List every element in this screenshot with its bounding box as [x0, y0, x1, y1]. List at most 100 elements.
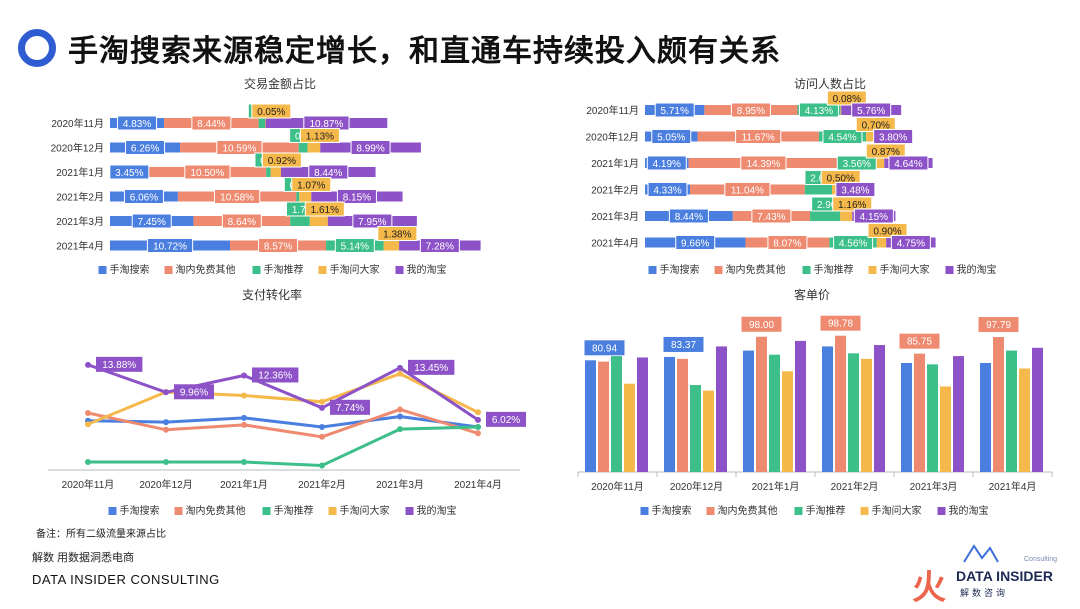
data-label-box: [184, 164, 231, 180]
chart-title: 客单价: [794, 287, 830, 302]
data-label: 80.94: [592, 343, 617, 354]
data-point: [163, 426, 169, 433]
legend-label: 手淘搜索: [120, 504, 160, 517]
data-point: [163, 459, 169, 465]
x-tick-label: 2021年2月: [831, 480, 879, 493]
data-label: 0.90%: [873, 227, 901, 238]
data-label-box: [408, 359, 455, 375]
data-label-box: [798, 102, 839, 118]
category-label: 2020年11月: [586, 104, 639, 117]
data-label: 9.66%: [681, 239, 709, 250]
data-point: [397, 413, 403, 420]
legend-label: 手淘问大家: [340, 504, 390, 517]
legend-swatch: [648, 266, 657, 274]
bar: [611, 356, 622, 472]
bar: [1006, 350, 1017, 472]
ring-icon: [18, 29, 56, 67]
data-label-box: [820, 315, 861, 331]
bar: [940, 386, 951, 472]
legend-swatch: [937, 507, 946, 515]
data-label-box: [330, 399, 370, 415]
series-line: [87, 414, 479, 429]
legend-label: 我的淘宝: [957, 263, 997, 276]
data-label-box: [291, 177, 332, 192]
bar: [782, 371, 793, 472]
data-label-box: [668, 208, 709, 224]
legend-swatch: [174, 507, 183, 515]
header: 手淘搜索来源稳定增长，和直通车持续投入颇有关系: [18, 26, 781, 70]
data-label-box: [261, 152, 302, 168]
legend-label: 淘内免费其他: [726, 263, 786, 276]
legend-swatch: [868, 266, 877, 274]
legend-label: 手淘搜索: [660, 263, 700, 276]
chart-conversion-rate: 支付转化率 2020年11月 2020年12月 2021年1月 2021年2月 2021年…: [48, 287, 526, 517]
data-label-box: [767, 235, 808, 250]
data-label: 98.78: [828, 319, 853, 330]
data-label-box: [651, 129, 692, 144]
category-label: 2021年1月: [56, 166, 104, 179]
data-label: 4.75%: [897, 239, 925, 250]
data-point: [319, 424, 325, 430]
data-label-box: [216, 140, 263, 155]
data-point: [475, 424, 481, 430]
bar: [756, 336, 767, 472]
x-tick-label: 2020年11月: [62, 478, 115, 491]
data-point: [319, 433, 325, 440]
data-label-box: [735, 129, 782, 144]
x-tick-label: 2021年1月: [220, 478, 268, 491]
legend-label: 手淘搜索: [652, 504, 692, 517]
data-label: 5.71%: [661, 106, 689, 117]
bar-segment: [299, 191, 312, 202]
legend-label: 手淘推荐: [806, 504, 846, 517]
data-point: [241, 421, 247, 428]
legend-swatch: [164, 266, 173, 274]
bar: [927, 364, 938, 472]
data-label: 8.44%: [314, 168, 342, 179]
legend-label: 淘内免费其他: [176, 263, 236, 276]
data-label-box: [377, 226, 418, 241]
legend-swatch: [262, 507, 271, 515]
data-label: 13.45%: [414, 363, 448, 374]
legend-swatch: [945, 266, 954, 274]
data-point: [397, 426, 403, 433]
footnote: 备注：所有二级流量来源占比: [36, 529, 166, 540]
data-point: [163, 389, 169, 396]
legend-label: 手淘问大家: [330, 263, 380, 276]
legend-swatch: [98, 266, 107, 274]
data-label: 6.02%: [492, 415, 520, 426]
data-label: 10.59%: [222, 144, 256, 155]
bar: [953, 356, 964, 472]
data-label-box: [486, 411, 526, 427]
data-label-box: [832, 196, 873, 212]
data-label-box: [221, 213, 262, 229]
data-label: 4.56%: [839, 239, 867, 250]
bar-segment: [840, 211, 853, 221]
x-tick-label: 2021年4月: [454, 478, 502, 491]
data-label: 8.15%: [343, 193, 371, 204]
data-point: [85, 459, 91, 465]
data-label-box: [252, 367, 299, 383]
data-label: 3.56%: [843, 159, 871, 170]
bar: [637, 357, 648, 472]
category-label: 2021年3月: [56, 215, 104, 228]
x-tick-label: 2021年4月: [989, 480, 1037, 493]
legend-label: 手淘搜索: [110, 263, 150, 276]
bar: [848, 353, 859, 472]
data-label-box: [663, 336, 704, 352]
chart-transaction-share: 交易金额占比 2020年11月 2020年12月 2021年1月 2021年2月 2021…: [51, 76, 481, 276]
data-label-box: [730, 102, 771, 118]
data-label: 14.39%: [746, 159, 780, 170]
legend-swatch: [395, 266, 404, 274]
data-point: [241, 459, 247, 465]
data-label: 4.54%: [828, 133, 856, 144]
data-label: 0.92%: [268, 156, 296, 167]
brand-logo: 火 Consulting DATA INSIDER 解数咨询: [912, 542, 1062, 607]
legend-label: 手淘推荐: [264, 263, 304, 276]
data-label-box: [978, 317, 1019, 333]
bar: [690, 385, 701, 472]
data-label-box: [724, 182, 771, 197]
bar: [993, 337, 1004, 472]
data-point: [397, 370, 403, 377]
data-point: [397, 406, 403, 413]
data-label: 5.14%: [341, 242, 369, 253]
